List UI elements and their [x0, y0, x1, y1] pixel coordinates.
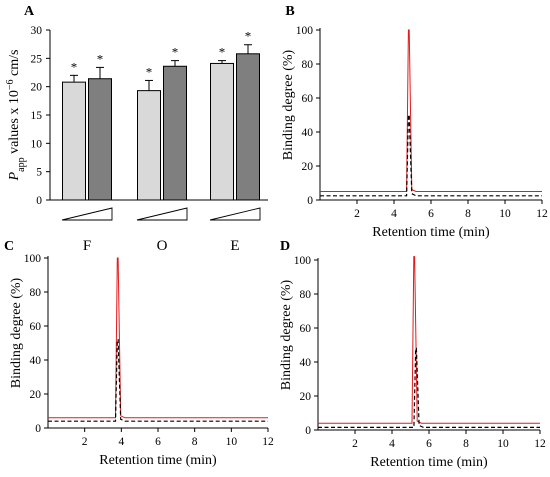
significance-star: *	[146, 64, 153, 79]
y-tick-label: 25	[31, 53, 43, 65]
x-axis-label: Retention time (min)	[372, 225, 490, 240]
x-axis-label: Retention time (min)	[99, 453, 217, 468]
concentration-wedge	[61, 207, 113, 221]
y-axis-label: Papp values x 10−6 cm/s	[5, 50, 27, 182]
y-label-rest: values x 10	[7, 90, 22, 157]
panel-b-letter: B	[285, 4, 294, 19]
y-label-prefix: P	[7, 171, 22, 181]
bar-O-series2	[163, 65, 187, 201]
y-tick-label: 60	[300, 323, 312, 335]
bar-O-series1	[137, 90, 161, 201]
x-tick-label: 8	[465, 208, 471, 220]
y-label-sup: −6	[5, 80, 16, 91]
y-tick-label: 40	[300, 357, 312, 369]
y-axis-label: Binding degree (%)	[281, 49, 296, 160]
y-tick-label: 80	[30, 287, 42, 299]
y-tick-label: 60	[302, 93, 314, 105]
significance-star: *	[71, 59, 78, 74]
concentration-wedge	[209, 207, 261, 221]
panel-a-letter: A	[24, 4, 35, 19]
y-axis-label: Binding degree (%)	[279, 279, 294, 390]
y-tick-label: 20	[302, 161, 314, 173]
panel-d: D 0 20 40 60 80 100 2 4 6 8 10 12 Retention time (min…	[279, 239, 546, 470]
x-tick-label: 8	[192, 436, 198, 448]
y-axis-label: Binding degree (%)	[9, 277, 24, 388]
y-tick-label: 0	[35, 423, 41, 435]
x-tick-label: 4	[118, 436, 124, 448]
y-tick-label: 20	[300, 391, 312, 403]
x-tick-label: 12	[262, 436, 274, 448]
x-tick-label: 6	[428, 208, 434, 220]
dashed-black-trace	[48, 339, 268, 422]
y-tick-label: 80	[302, 59, 314, 71]
significance-star: *	[172, 45, 179, 60]
x-tick-label: 2	[354, 208, 360, 220]
bar-F-series2	[88, 78, 112, 201]
y-tick-label: 0	[36, 195, 42, 207]
y-tick-label: 30	[31, 25, 43, 37]
y-tick-label: 5	[36, 167, 42, 179]
x-tick-label: 2	[352, 438, 358, 450]
y-tick-label: 20	[31, 82, 43, 94]
y-tick-label: 0	[305, 425, 311, 437]
panel-a: A 0 5 10 15 20 25 30 Papp values x 10−6 cm/s * * F *…	[5, 4, 268, 254]
y-tick-label: 100	[296, 25, 314, 37]
bar-E-series1	[210, 62, 234, 201]
bar-E-series2	[236, 53, 260, 201]
y-label-sub: app	[16, 157, 27, 171]
category-label-E: E	[230, 238, 239, 254]
y-tick-label: 40	[30, 355, 42, 367]
y-tick-label: 15	[31, 110, 43, 122]
x-tick-label: 4	[389, 438, 395, 450]
y-tick-label: 40	[302, 127, 314, 139]
y-tick-label: 10	[31, 138, 43, 150]
y-tick-label: 80	[300, 289, 312, 301]
y-tick-label: 20	[30, 389, 42, 401]
y-label-unit: cm/s	[7, 50, 22, 80]
panel-b: B 0 20 40 60 80 100 2 4 6 8 10 12 Retention time (min…	[281, 4, 548, 240]
category-label-O: O	[157, 238, 168, 254]
bar-F-series1	[62, 81, 86, 201]
solid-red-trace	[318, 256, 540, 424]
x-tick-label: 12	[534, 438, 546, 450]
solid-red-trace	[48, 257, 268, 419]
x-tick-label: 10	[497, 438, 509, 450]
y-tick-label: 60	[30, 321, 42, 333]
significance-star: *	[219, 45, 226, 60]
y-tick-label: 100	[24, 253, 42, 265]
x-tick-label: 12	[536, 208, 548, 220]
y-tick-label: 100	[294, 255, 312, 267]
significance-star: *	[97, 51, 104, 66]
panel-c: C 0 20 40 60 80 100 2 4 6 8 10 12 Retention time (min…	[4, 239, 274, 468]
x-tick-label: 2	[82, 436, 88, 448]
x-tick-label: 6	[155, 436, 161, 448]
concentration-wedge	[136, 207, 188, 221]
x-tick-label: 10	[226, 436, 238, 448]
solid-red-trace	[320, 29, 542, 192]
significance-star: *	[245, 29, 252, 44]
x-axis-label: Retention time (min)	[370, 455, 488, 470]
panel-d-letter: D	[280, 239, 290, 254]
x-tick-label: 4	[391, 208, 397, 220]
panel-c-letter: C	[4, 239, 14, 254]
dashed-black-trace	[320, 114, 542, 197]
x-tick-label: 10	[499, 208, 511, 220]
x-tick-label: 8	[463, 438, 469, 450]
category-label-F: F	[83, 238, 91, 254]
x-tick-label: 6	[426, 438, 432, 450]
dashed-black-trace	[318, 347, 540, 428]
y-tick-label: 0	[307, 195, 313, 207]
